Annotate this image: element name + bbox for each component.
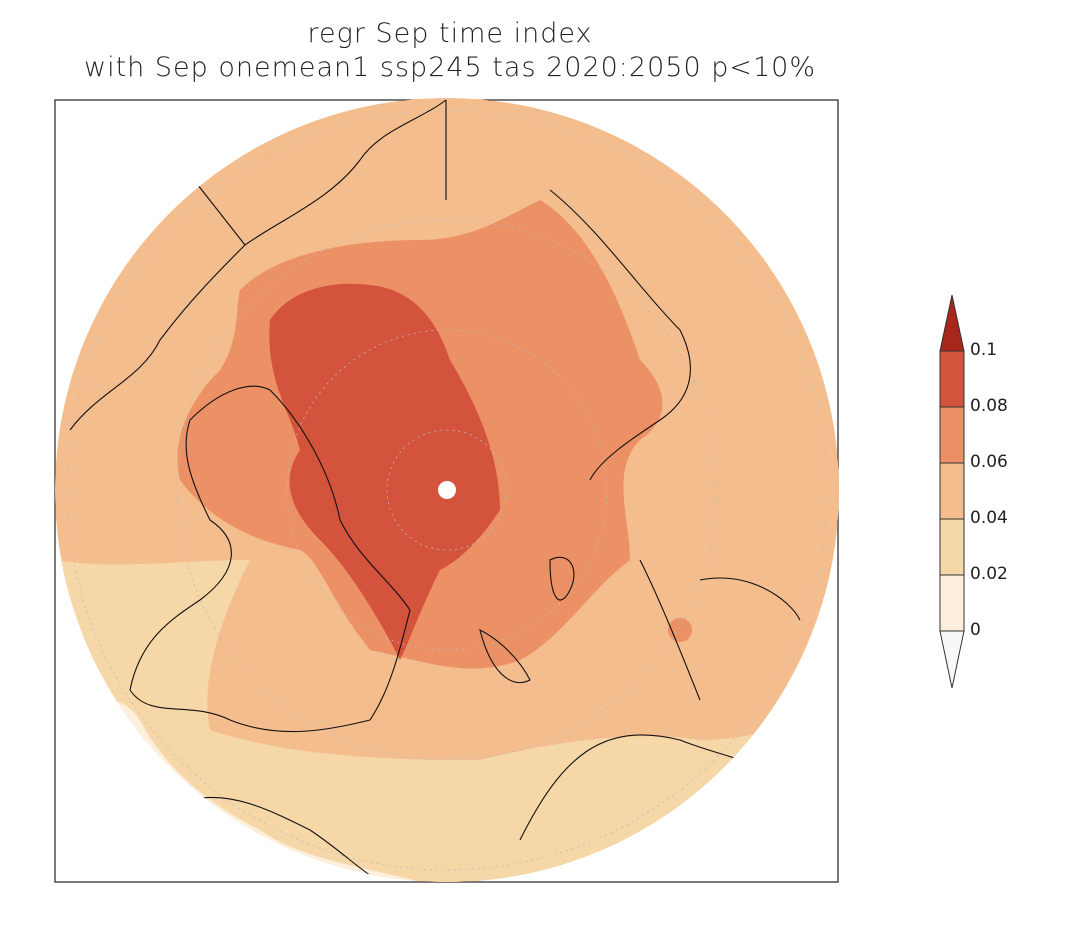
north-pole-marker [438, 481, 456, 499]
colorbar-bin-0.08-0.1 [939, 350, 965, 408]
colorbar-label: 0.08 [970, 396, 1008, 416]
colorbar-below-arrow [939, 630, 965, 689]
colorbar [939, 294, 965, 689]
colorbar-label: 0.1 [970, 340, 998, 360]
colorbar-bin-0-0.02 [939, 574, 965, 632]
title-line-1: regr Sep time index [307, 18, 593, 49]
colorbar-bin-0.06-0.08 [939, 406, 965, 464]
colorbar-bin-0.04-0.06 [939, 462, 965, 520]
colorbar-label: 0 [970, 620, 981, 640]
coastlines [69, 99, 801, 882]
colorbar-bin-0.02-0.04 [939, 518, 965, 576]
field-0.08-0.1 [269, 283, 500, 660]
field-0.02-0.04-south [55, 560, 838, 882]
title-line-2: with Sep onemean1 ssp245 tas 2020:2050 p… [84, 52, 816, 83]
graticule [66, 109, 828, 871]
colorbar-label: 0.02 [970, 564, 1008, 584]
colorbar-label: 0.04 [970, 508, 1008, 528]
colorbar-above-arrow [939, 294, 965, 352]
colorbar-label: 0.06 [970, 452, 1008, 472]
